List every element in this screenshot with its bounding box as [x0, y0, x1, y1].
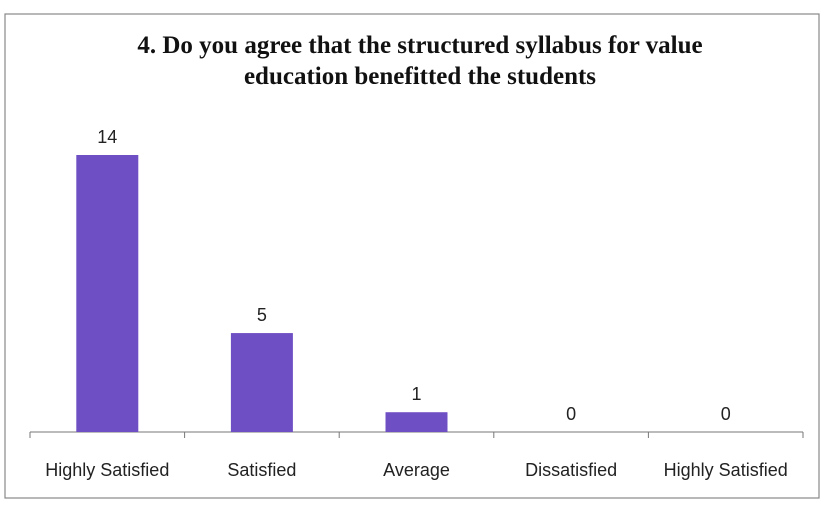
chart-title: 4. Do you agree that the structured syll… [137, 32, 703, 90]
value-label: 14 [97, 127, 117, 147]
x-tick-label: Satisfied [227, 460, 296, 480]
bar [230, 333, 293, 432]
value-label: 5 [257, 305, 267, 325]
bar [385, 412, 448, 432]
bar [76, 155, 139, 432]
x-tick-label: Highly Satisfied [664, 460, 788, 480]
value-label: 0 [721, 404, 731, 424]
x-tick-label: Average [383, 460, 450, 480]
x-tick-label: Highly Satisfied [45, 460, 169, 480]
chart-border [4, 13, 820, 499]
value-label: 1 [411, 384, 421, 404]
value-label: 0 [566, 404, 576, 424]
x-tick-label: Dissatisfied [525, 460, 617, 480]
